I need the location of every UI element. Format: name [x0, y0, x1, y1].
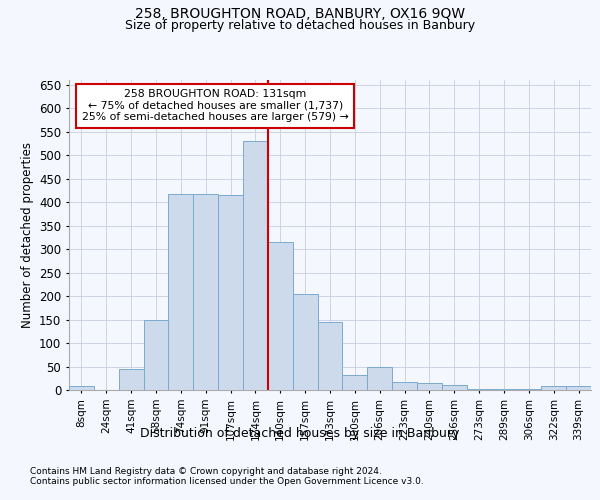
- Bar: [268, 242, 293, 390]
- Bar: [367, 368, 392, 390]
- Bar: [417, 384, 442, 390]
- Bar: [392, 382, 417, 390]
- Y-axis label: Number of detached properties: Number of detached properties: [20, 142, 34, 328]
- Bar: [442, 386, 467, 390]
- Bar: [169, 194, 193, 390]
- Text: 258 BROUGHTON ROAD: 131sqm
← 75% of detached houses are smaller (1,737)
25% of s: 258 BROUGHTON ROAD: 131sqm ← 75% of deta…: [82, 90, 349, 122]
- Bar: [293, 294, 317, 390]
- Bar: [119, 370, 143, 390]
- Bar: [566, 386, 591, 390]
- Bar: [541, 386, 566, 390]
- Bar: [143, 320, 169, 390]
- Bar: [218, 195, 243, 390]
- Bar: [343, 374, 367, 390]
- Bar: [69, 386, 94, 390]
- Bar: [193, 194, 218, 390]
- Text: Contains public sector information licensed under the Open Government Licence v3: Contains public sector information licen…: [30, 476, 424, 486]
- Text: 258, BROUGHTON ROAD, BANBURY, OX16 9QW: 258, BROUGHTON ROAD, BANBURY, OX16 9QW: [135, 8, 465, 22]
- Bar: [491, 388, 517, 390]
- Bar: [317, 322, 343, 390]
- Text: Distribution of detached houses by size in Banbury: Distribution of detached houses by size …: [140, 428, 460, 440]
- Text: Size of property relative to detached houses in Banbury: Size of property relative to detached ho…: [125, 18, 475, 32]
- Bar: [243, 141, 268, 390]
- Bar: [517, 388, 541, 390]
- Text: Contains HM Land Registry data © Crown copyright and database right 2024.: Contains HM Land Registry data © Crown c…: [30, 468, 382, 476]
- Bar: [467, 388, 491, 390]
